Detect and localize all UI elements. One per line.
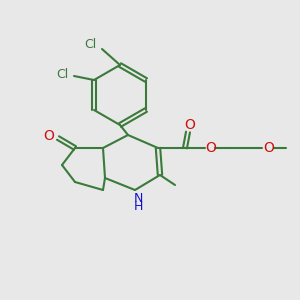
Text: N: N [133,191,143,205]
Text: O: O [206,141,216,155]
Text: O: O [184,118,195,132]
Text: Cl: Cl [56,68,68,82]
Text: O: O [264,141,274,155]
Text: Cl: Cl [84,38,96,52]
Text: H: H [133,200,143,214]
Text: O: O [44,129,54,143]
